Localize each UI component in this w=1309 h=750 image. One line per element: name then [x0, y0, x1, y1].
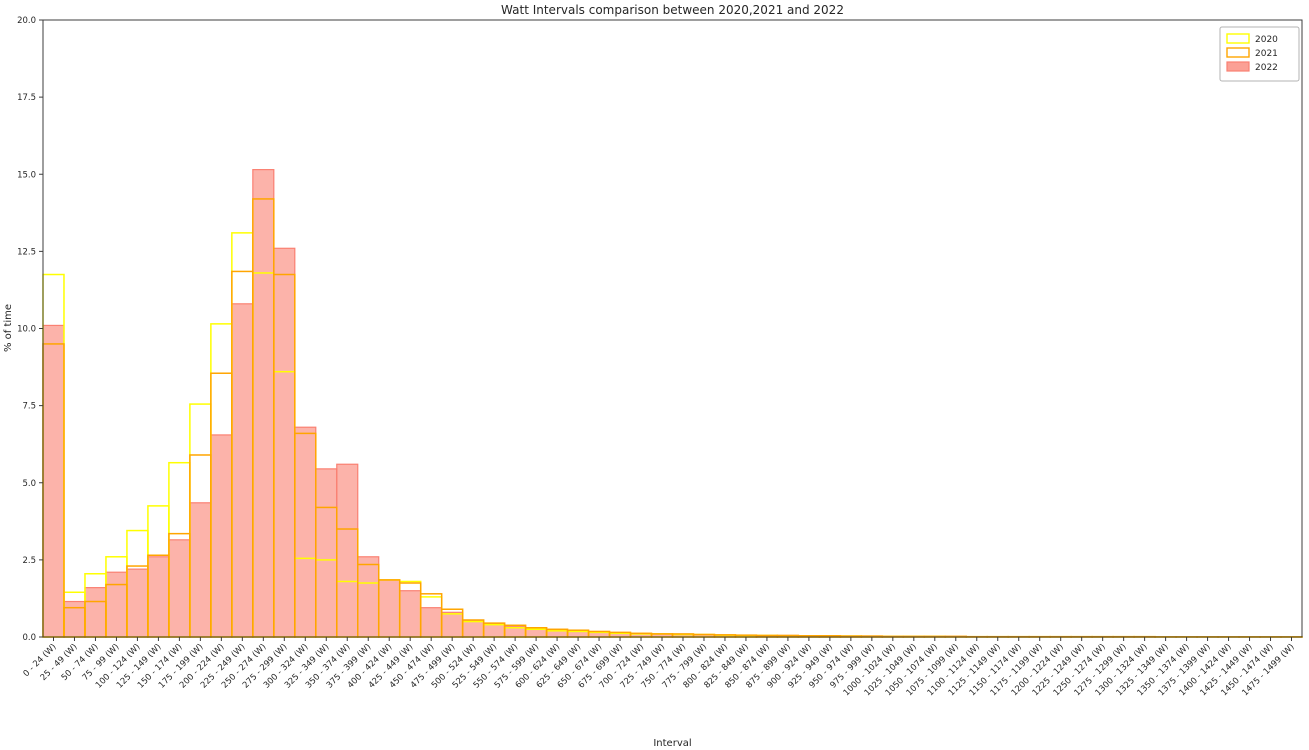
legend-label-2020: 2020: [1255, 35, 1278, 45]
bar-2022: [168, 539, 191, 638]
bar-2022: [294, 426, 317, 638]
bar-2022: [420, 607, 443, 638]
bar-2022: [147, 556, 170, 638]
bar-2022: [441, 611, 464, 638]
bars-layer: [42, 169, 1303, 638]
legend-swatch-2022: [1226, 61, 1250, 72]
y-tick-label: 12.5: [17, 247, 36, 257]
bar-2022: [273, 247, 296, 638]
y-axis-label: % of time: [3, 304, 14, 352]
bar-2022: [231, 303, 254, 638]
y-tick-label: 5.0: [22, 479, 36, 489]
y-tick-label: 17.5: [17, 93, 36, 103]
x-axis-label: Interval: [653, 738, 691, 749]
bar-2022: [42, 324, 65, 638]
y-tick-label: 15.0: [17, 170, 36, 180]
legend-label-2021: 2021: [1255, 49, 1278, 59]
chart-title: Watt Intervals comparison between 2020,2…: [501, 3, 844, 17]
bar-2022: [210, 434, 233, 638]
y-tick-label: 7.5: [22, 402, 36, 412]
legend-swatch-2020: [1226, 33, 1250, 44]
bar-2022: [378, 579, 401, 638]
legend-label-2022: 2022: [1255, 63, 1278, 73]
bar-2022: [126, 568, 149, 638]
y-tick-label: 0.0: [22, 633, 36, 643]
bar-2022: [399, 590, 422, 638]
y-tick-label: 20.0: [17, 16, 36, 26]
bar-2022: [252, 169, 275, 638]
bar-2022: [462, 619, 485, 638]
bar-2022: [566, 630, 590, 638]
legend-swatch-2021: [1226, 47, 1250, 58]
axes-layer: 0.02.55.07.510.012.515.017.520.00 - 24 (…: [17, 16, 1303, 698]
legend: 2020 2021 2022: [1219, 26, 1300, 82]
bar-2022: [336, 463, 359, 638]
y-tick-label: 2.5: [22, 556, 36, 566]
bar-2022: [315, 468, 338, 638]
y-tick-label: 10.0: [17, 325, 36, 335]
bar-2022: [84, 587, 107, 638]
bar-2022: [189, 502, 212, 638]
bar-2022: [357, 556, 380, 638]
bar-2022: [105, 571, 128, 638]
bar-2022: [63, 600, 86, 638]
